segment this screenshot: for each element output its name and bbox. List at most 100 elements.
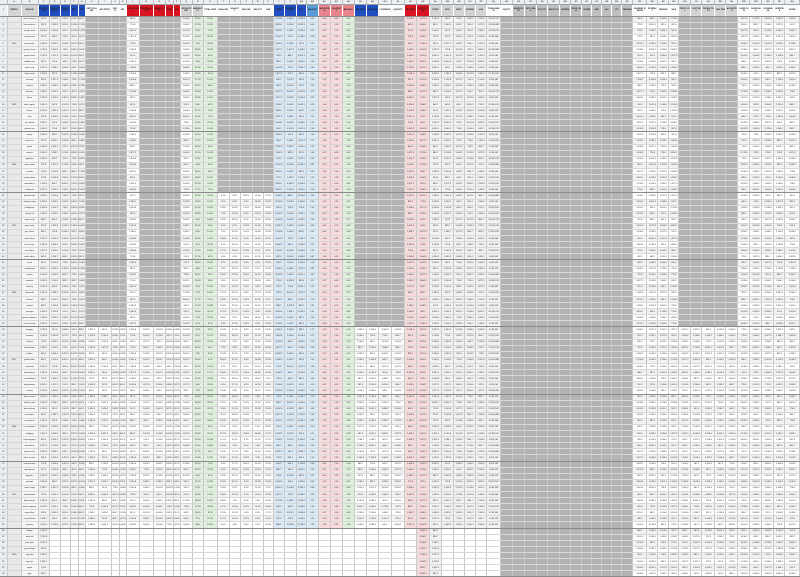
cell-blocked[interactable] xyxy=(500,320,514,328)
cell[interactable]: 0.75 xyxy=(306,333,319,340)
cell-blocked[interactable] xyxy=(366,217,379,224)
cell[interactable]: 2,451.3 xyxy=(49,314,61,322)
cell[interactable]: 9.8% xyxy=(192,101,204,109)
cell[interactable]: 1,094.5 xyxy=(749,333,763,340)
cell[interactable]: 0.75 xyxy=(330,223,343,230)
cell[interactable]: 776.8 xyxy=(126,125,140,133)
cell[interactable]: 3,102.8 xyxy=(784,308,800,316)
cell-blocked[interactable] xyxy=(85,284,99,291)
cell[interactable]: 1,094.5 xyxy=(475,95,488,103)
cell[interactable]: 645.2 xyxy=(378,387,392,395)
cell-blocked[interactable] xyxy=(591,186,603,194)
cell-blocked[interactable] xyxy=(173,22,181,29)
cell[interactable]: 14.3% xyxy=(263,326,274,334)
cell-blocked[interactable] xyxy=(119,168,127,176)
cell[interactable]: 512.3 xyxy=(119,345,127,352)
cell[interactable]: 1,094.5 xyxy=(60,199,71,206)
cell[interactable]: 512.3 xyxy=(273,375,285,383)
cell[interactable]: 0.94 xyxy=(342,326,355,334)
cell[interactable]: 2,451.3 xyxy=(38,320,50,328)
cell-blocked[interactable] xyxy=(678,34,692,42)
cell-blocked[interactable] xyxy=(701,64,716,72)
cell-blocked[interactable] xyxy=(139,217,154,224)
cell[interactable]: 1,094.5 xyxy=(737,205,751,212)
cell[interactable]: 776.8 xyxy=(441,186,455,194)
cell-blocked[interactable] xyxy=(98,77,112,84)
cell-blocked[interactable] xyxy=(591,381,603,389)
cell[interactable]: 1,284.7 xyxy=(180,369,193,377)
cell-blocked[interactable] xyxy=(524,16,538,23)
cell[interactable]: 1,430.2 xyxy=(475,71,488,78)
cell-blocked[interactable] xyxy=(111,77,120,84)
cell-blocked[interactable] xyxy=(581,369,593,377)
table-row[interactable]: 46 norway 3,102.8 645.2 1,562.0 776.8 2,451.3 3… xyxy=(0,284,800,291)
cell-blocked[interactable] xyxy=(139,235,154,243)
cell[interactable]: 2,451.3 xyxy=(632,40,648,48)
cell-blocked[interactable] xyxy=(601,192,613,200)
cell[interactable]: 28.4% xyxy=(192,46,204,54)
cell-blocked[interactable] xyxy=(611,259,623,267)
cell[interactable]: 512.3 xyxy=(180,259,193,267)
cell-blocked[interactable] xyxy=(500,394,514,401)
cell-blocked[interactable] xyxy=(559,223,572,230)
cell[interactable]: 2,018.4 xyxy=(725,326,739,334)
cell-blocked[interactable] xyxy=(559,83,572,90)
cell[interactable]: 3,655.1 xyxy=(273,107,285,115)
cell-blocked[interactable] xyxy=(354,229,367,237)
cell-blocked[interactable] xyxy=(217,34,230,42)
cell-blocked[interactable] xyxy=(570,77,583,84)
cell[interactable]: 2,451.3 xyxy=(714,351,727,358)
cell-blocked[interactable] xyxy=(559,290,572,298)
cell[interactable]: 512.3 xyxy=(180,253,193,261)
cell[interactable]: 2,018.4 xyxy=(464,125,477,133)
cell-blocked[interactable] xyxy=(524,119,538,127)
cell[interactable]: 3,102.8 xyxy=(273,272,285,279)
cell-blocked[interactable] xyxy=(690,241,703,249)
cell[interactable]: 1,430.2 xyxy=(273,211,285,218)
cell[interactable]: 645.2 xyxy=(38,253,50,261)
cell[interactable]: 11.1% xyxy=(263,387,274,395)
cell[interactable]: 5,602,918 xyxy=(486,302,502,310)
cell[interactable]: 1,877.9 xyxy=(126,150,140,157)
cell[interactable]: 1,877.9 xyxy=(749,138,763,145)
cell[interactable]: 512.3 xyxy=(78,192,86,200)
cell[interactable]: 1,430.2 xyxy=(749,83,763,90)
cell[interactable]: 6.2% xyxy=(240,235,253,243)
cell[interactable]: 889.7 xyxy=(773,339,786,346)
cell-blocked[interactable] xyxy=(98,199,112,206)
cell[interactable]: 24,118,743 xyxy=(486,16,502,23)
cell[interactable]: 889.7 xyxy=(98,357,112,365)
cell-blocked[interactable] xyxy=(591,83,603,90)
cell-blocked[interactable] xyxy=(391,144,405,151)
cell[interactable]: 0.94 xyxy=(330,40,343,48)
cell-blocked[interactable] xyxy=(173,199,181,206)
cell-blocked[interactable] xyxy=(591,40,603,48)
cell-blocked[interactable] xyxy=(524,253,538,261)
cell[interactable]: 987.4 xyxy=(441,95,455,103)
cell-blocked[interactable] xyxy=(559,138,572,145)
cell-blocked[interactable] xyxy=(524,235,538,243)
cell[interactable]: 889.7 xyxy=(404,339,417,346)
cell-blocked[interactable] xyxy=(701,162,716,170)
cell-blocked[interactable] xyxy=(678,22,692,29)
cell-blocked[interactable] xyxy=(229,162,241,170)
cell[interactable]: 889.7 xyxy=(773,351,786,358)
cell[interactable]: 2,018.4 xyxy=(284,199,297,206)
cell[interactable]: 1,430.2 xyxy=(404,58,417,66)
cell[interactable]: 987.4 xyxy=(296,320,307,328)
cell[interactable]: 3,102.8 xyxy=(284,406,297,413)
cell-blocked[interactable] xyxy=(536,168,549,176)
row-number[interactable]: 51 xyxy=(0,314,8,322)
cell[interactable]: 1,430.2 xyxy=(284,223,297,230)
cell[interactable]: 3,655.1 xyxy=(429,52,443,60)
cell-blocked[interactable] xyxy=(690,28,703,35)
cell[interactable]: 889.7 xyxy=(404,199,417,206)
cell[interactable]: 1,877.9 xyxy=(173,381,181,389)
cell[interactable]: 3,102.8 xyxy=(429,211,443,218)
cell-blocked[interactable] xyxy=(581,229,593,237)
cell[interactable]: 3,102.8 xyxy=(139,326,154,334)
cell-blocked[interactable] xyxy=(581,186,593,194)
cell[interactable]: 3,655.1 xyxy=(429,71,443,78)
cell-blocked[interactable] xyxy=(570,162,583,170)
cell[interactable]: 1,877.9 xyxy=(475,284,488,291)
